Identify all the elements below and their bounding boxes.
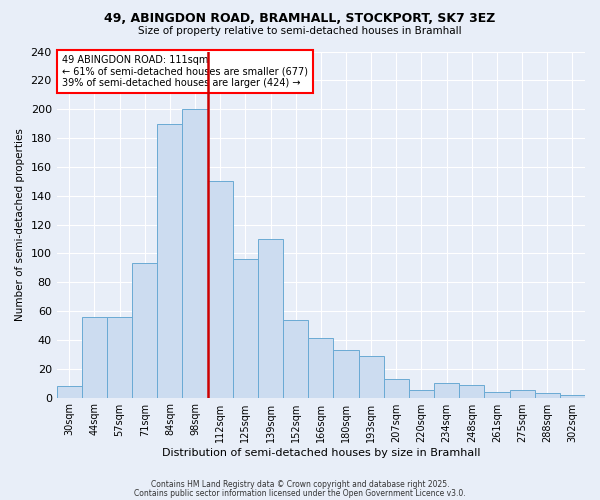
- Text: 49 ABINGDON ROAD: 111sqm
← 61% of semi-detached houses are smaller (677)
39% of : 49 ABINGDON ROAD: 111sqm ← 61% of semi-d…: [62, 55, 308, 88]
- Bar: [107, 317, 132, 398]
- Bar: [384, 379, 409, 398]
- X-axis label: Distribution of semi-detached houses by size in Bramhall: Distribution of semi-detached houses by …: [161, 448, 480, 458]
- Bar: [359, 356, 384, 398]
- Bar: [334, 350, 359, 398]
- Bar: [535, 394, 560, 398]
- Y-axis label: Number of semi-detached properties: Number of semi-detached properties: [15, 128, 25, 321]
- Bar: [258, 239, 283, 398]
- Bar: [484, 392, 509, 398]
- Bar: [182, 109, 208, 398]
- Text: Size of property relative to semi-detached houses in Bramhall: Size of property relative to semi-detach…: [138, 26, 462, 36]
- Bar: [56, 386, 82, 398]
- Text: 49, ABINGDON ROAD, BRAMHALL, STOCKPORT, SK7 3EZ: 49, ABINGDON ROAD, BRAMHALL, STOCKPORT, …: [104, 12, 496, 26]
- Text: Contains public sector information licensed under the Open Government Licence v3: Contains public sector information licen…: [134, 488, 466, 498]
- Bar: [132, 264, 157, 398]
- Text: Contains HM Land Registry data © Crown copyright and database right 2025.: Contains HM Land Registry data © Crown c…: [151, 480, 449, 489]
- Bar: [308, 338, 334, 398]
- Bar: [560, 394, 585, 398]
- Bar: [208, 182, 233, 398]
- Bar: [434, 383, 459, 398]
- Bar: [409, 390, 434, 398]
- Bar: [157, 124, 182, 398]
- Bar: [459, 384, 484, 398]
- Bar: [509, 390, 535, 398]
- Bar: [82, 317, 107, 398]
- Bar: [233, 259, 258, 398]
- Bar: [283, 320, 308, 398]
